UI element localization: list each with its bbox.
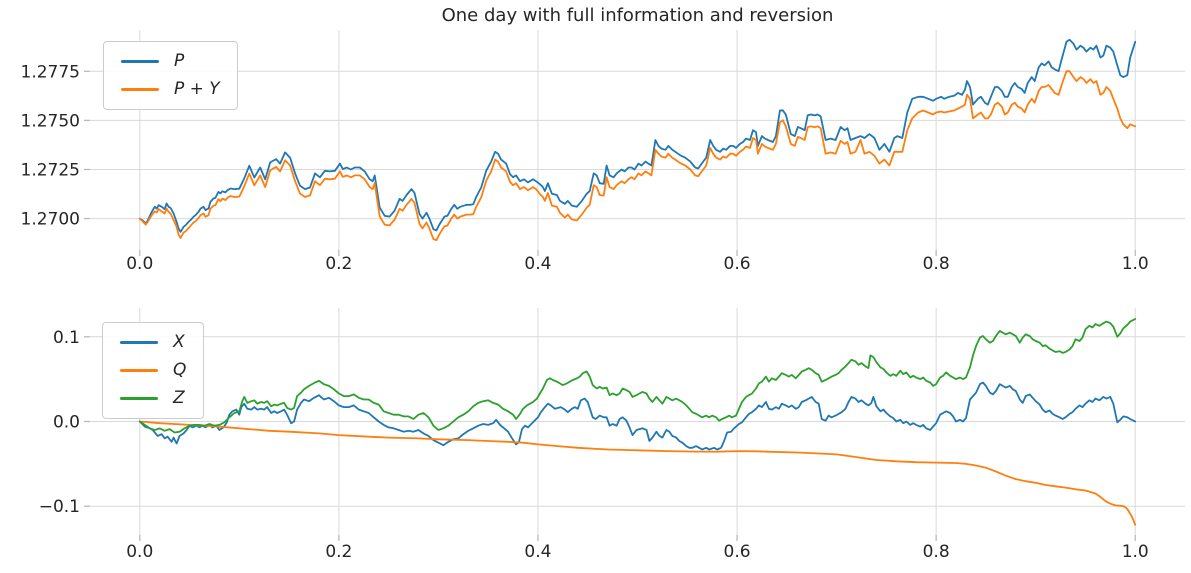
x-tick-label: 0.2 [325, 542, 352, 562]
legend-label: Z [173, 388, 185, 408]
x-tick-label: 0.8 [923, 254, 950, 274]
x-tick-label: 0.6 [724, 254, 751, 274]
y-tick-label: 0.0 [53, 413, 80, 433]
legend-swatch-P + Y [121, 88, 159, 91]
x-tick-label: 1.0 [1122, 542, 1149, 562]
y-tick-label: 1.2725 [21, 160, 80, 180]
y-tick-label: 1.2775 [21, 62, 80, 82]
x-tick-label: 0.6 [724, 542, 751, 562]
legend-swatch-P [121, 60, 159, 63]
legend-swatch-X [120, 341, 158, 344]
legend-item-P + Y: P + Y [121, 81, 220, 98]
legend-label: X [173, 332, 185, 352]
legend-item-X: X [120, 334, 186, 351]
legend-item-P: P [121, 53, 220, 70]
x-tick-label: 0.4 [524, 254, 551, 274]
legend-swatch-Q [120, 369, 158, 372]
y-tick-label: −0.1 [39, 497, 80, 517]
legend-label: P [174, 51, 185, 71]
series-line-P + Y [138, 70, 1137, 242]
legend-item-Z: Z [120, 390, 186, 407]
y-tick-label: 0.1 [53, 328, 80, 348]
x-tick-label: 0.0 [126, 254, 153, 274]
x-tick-label: 0.2 [325, 254, 352, 274]
y-tick-label: 1.2750 [21, 111, 80, 131]
series-line-X [138, 381, 1137, 451]
series-line-P [138, 38, 1137, 233]
x-tick-label: 0.4 [524, 542, 551, 562]
series-line-Q [138, 420, 1137, 526]
x-tick-label: 1.0 [1122, 254, 1149, 274]
legend-label: P + Y [174, 79, 220, 99]
x-tick-label: 0.8 [923, 542, 950, 562]
legend-top: P P + Y [103, 41, 238, 110]
series-line-Z [138, 318, 1137, 434]
legend-item-Q: Q [120, 362, 186, 379]
legend-label: Q [173, 360, 187, 380]
y-tick-label: 1.2700 [21, 210, 80, 230]
legend-swatch-Z [120, 397, 158, 400]
chart-title: One day with full information and revers… [441, 5, 834, 26]
x-tick-label: 0.0 [126, 542, 153, 562]
